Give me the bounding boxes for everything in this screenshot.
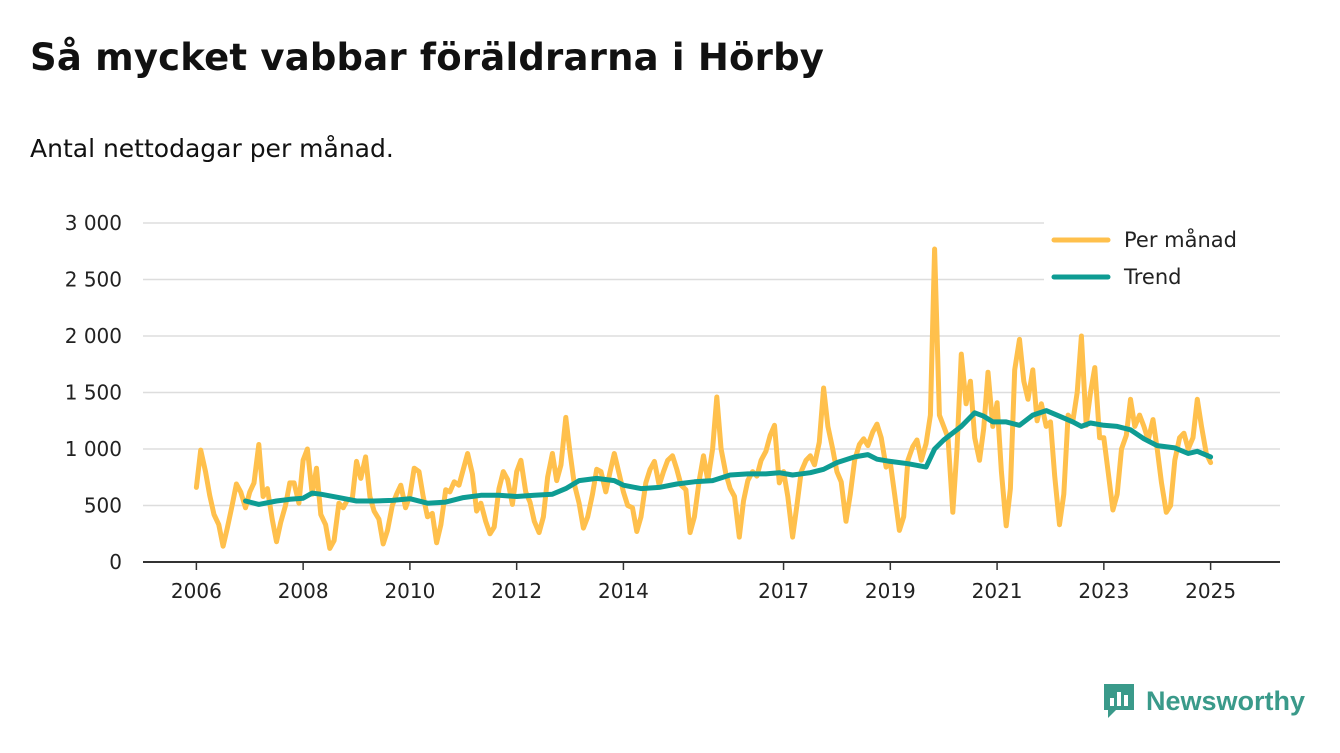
x-tick-label: 2006 [171, 579, 222, 603]
legend-label-per-manad: Per månad [1124, 227, 1237, 252]
legend-label-trend: Trend [1123, 265, 1181, 289]
y-tick-label: 3 000 [65, 211, 122, 235]
data-series [193, 246, 1214, 551]
x-tick-label: 2012 [491, 579, 542, 603]
y-axis-ticks: 0 500 1 000 1 500 2 000 2 500 3 000 [65, 211, 122, 574]
legend: Per månad Trend [1044, 220, 1286, 302]
x-tick-label: 2021 [972, 579, 1023, 603]
y-tick-label: 2 000 [65, 324, 122, 348]
newsworthy-brand: Newsworthy [1102, 682, 1305, 720]
x-tick-label: 2017 [758, 579, 809, 603]
brand-name: Newsworthy [1146, 685, 1306, 716]
x-tick-label: 2019 [865, 579, 916, 603]
y-tick-label: 1 500 [65, 381, 122, 405]
x-tick-label: 2023 [1078, 579, 1129, 603]
y-tick-label: 0 [109, 550, 122, 574]
per-manad-series-line [193, 246, 1214, 551]
legend-background [1044, 220, 1286, 302]
chart-title: Så mycket vabbar föräldrarna i Hörby [30, 36, 825, 79]
newsworthy-logo-icon [1104, 684, 1134, 718]
x-tick-label: 2025 [1185, 579, 1236, 603]
x-tick-label: 2014 [598, 579, 649, 603]
trend-series-line [243, 408, 1214, 507]
chart-subtitle: Antal nettodagar per månad. [30, 134, 394, 163]
x-tick-label: 2010 [384, 579, 435, 603]
y-tick-label: 2 500 [65, 268, 122, 292]
y-tick-label: 500 [84, 494, 122, 518]
y-tick-label: 1 000 [65, 437, 122, 461]
x-tick-label: 2008 [278, 579, 329, 603]
x-axis-ticks: 2006 2008 2010 2012 2014 2017 2019 2021 2023 2025 [171, 562, 1236, 603]
